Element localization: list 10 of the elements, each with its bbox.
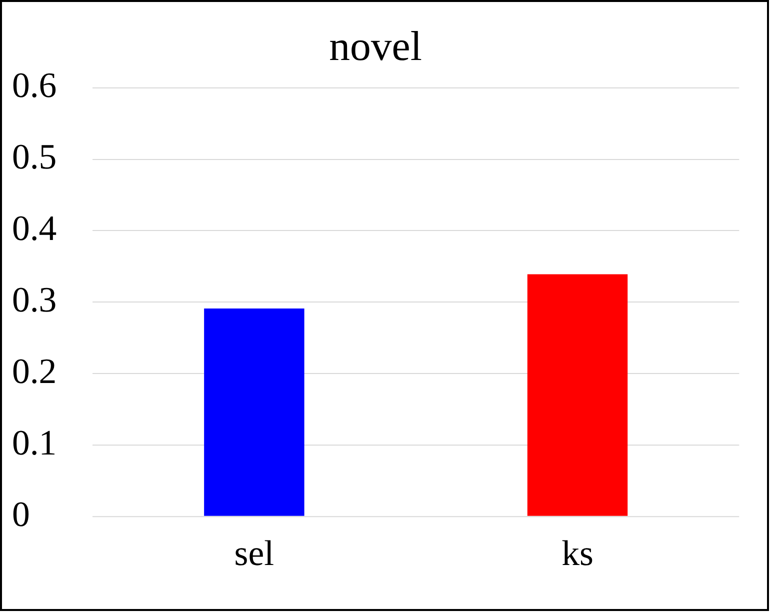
x-tick-label: sel	[234, 533, 274, 574]
y-tick-label: 0.6	[12, 65, 57, 106]
y-tick-label: 0.1	[12, 422, 57, 462]
chart-title: novel	[329, 24, 422, 70]
y-tick-label: 0.5	[12, 136, 57, 177]
y-tick-label: 0.2	[12, 350, 57, 391]
y-tick-label: 0.3	[12, 280, 57, 320]
y-tick-label: 0	[12, 494, 30, 534]
x-tick-label: ks	[562, 533, 594, 574]
y-tick-label: 0.4	[12, 208, 57, 248]
